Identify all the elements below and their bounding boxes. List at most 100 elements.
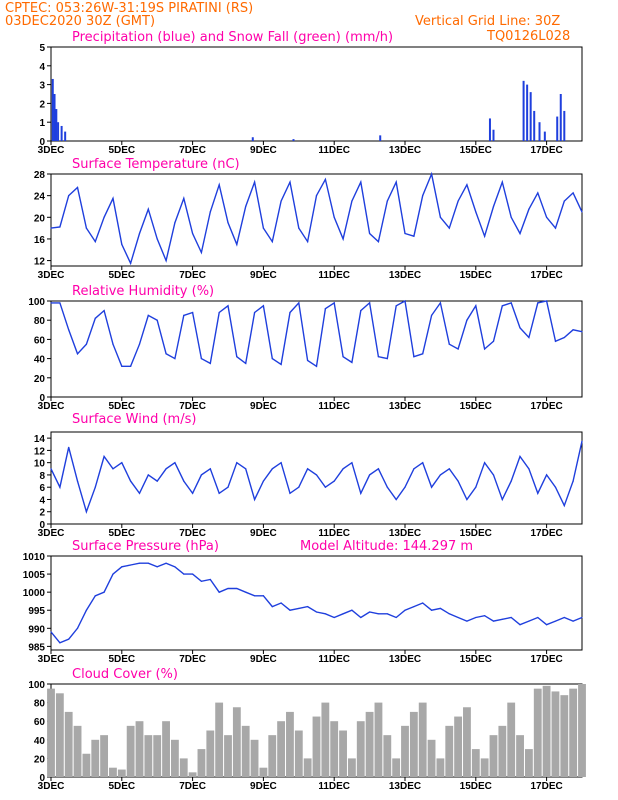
data-point [218,311,220,314]
cloud-bar [232,707,241,777]
cloud-bar [91,739,100,777]
cloud-bar [206,730,215,777]
x-tick-label: 15DEC [460,270,492,281]
y-tick-label: 14 [34,434,46,445]
data-point [138,343,141,345]
data-point [227,587,229,590]
data-point [165,468,167,470]
cloud-bar [489,735,498,777]
data-point [218,492,220,494]
x-tick-label: 3DEC [38,145,65,156]
data-point [546,300,548,302]
precip-bar [379,135,382,141]
panel-3: Relative Humidity (%) 0 20 40 60 80 100 3DEC 5DE… [28,284,583,412]
cloud-bar [374,702,383,777]
data-point [138,562,141,564]
panel-frame [50,173,583,267]
cloud-bar [427,739,436,777]
y-tick-label: 60 [34,335,46,346]
data-point [307,359,309,362]
cloud-bar [542,685,551,777]
y-tick-label: 2 [39,99,45,110]
precip-bar [529,92,532,141]
series-line [50,441,583,514]
data-point [457,200,459,202]
data-point [554,486,557,488]
precip-bar [292,139,295,141]
precip-bar [57,122,60,141]
data-point [130,480,132,482]
data-point [280,462,282,464]
panel-2: Surface Temperature (nC) 12 16 20 24 28 3DEC 5D… [34,157,583,281]
x-tick-label: 9DEC [250,270,277,281]
cloud-bar [383,735,392,777]
cloud-bar [454,716,463,777]
x-tick-label: 17DEC [530,654,562,665]
data-point [501,181,503,183]
data-point [439,474,441,476]
data-point [466,498,468,501]
data-point [315,474,318,476]
cloud-bar [507,702,516,777]
data-point [484,615,486,617]
data-point [307,468,309,470]
data-point [289,311,291,314]
data-point [307,241,309,243]
data-point [174,358,176,360]
data-point [324,613,326,615]
data-point [386,613,388,615]
data-point [112,197,114,199]
y-tick-label: 100 [28,680,45,691]
y-tick-label: 1 [39,118,45,129]
y-tick-label: 0 [39,520,45,531]
x-tick-label: 7DEC [179,145,206,156]
data-point [457,616,459,619]
data-point [351,462,353,464]
data-point [112,468,114,470]
data-point [386,358,388,360]
data-point [183,480,185,482]
precip-bar [60,125,63,141]
x-tick-label: 9DEC [250,528,277,539]
x-tick-label: 17DEC [530,401,562,412]
panel-frame [50,46,583,142]
data-point [138,232,141,235]
y-tick-label: 20 [34,374,46,385]
cloud-bar [569,688,578,777]
cloud-bar [365,711,374,777]
data-point [174,462,176,464]
data-point [280,200,282,202]
data-point [103,455,105,458]
data-point [253,498,256,501]
data-point [50,468,52,470]
data-point [377,356,380,358]
data-point [554,620,557,622]
x-tick-label: 11DEC [318,781,350,792]
data-point [280,363,282,365]
y-tick-label: 40 [34,736,46,747]
y-tick-label: 12 [34,446,46,457]
data-point [200,580,203,582]
y-tick-label: 4 [39,62,45,73]
data-point [236,587,238,590]
cloud-bar [250,739,259,777]
panel-title: Surface Pressure (hPa) [72,539,219,554]
panel-5: Surface Pressure (hPa) Model Altitude: 14… [23,539,583,665]
y-tick-label: 80 [34,699,46,710]
data-point [200,358,203,360]
y-tick-label: 0 [39,393,45,404]
data-point [528,208,530,210]
data-point [289,609,291,611]
data-point [342,613,344,615]
data-point [174,222,176,224]
data-point [192,492,194,494]
x-tick-label: 3DEC [38,654,65,665]
data-point [192,232,194,235]
series-line [50,171,583,266]
data-point [209,362,211,364]
cloud-bar [445,725,454,777]
x-tick-label: 17DEC [530,528,562,539]
data-point [342,468,344,470]
cloud-bar [259,767,268,777]
